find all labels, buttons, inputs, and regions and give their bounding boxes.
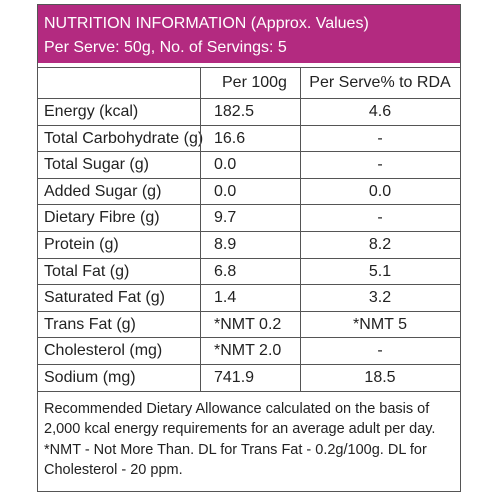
footer-line: 2,000 kcal energy requirements for an av… (44, 421, 436, 438)
row-label: Energy (kcal) (44, 103, 139, 120)
title: NUTRITION INFORMATION (Approx. Values) (44, 15, 369, 32)
nutrition-panel: NUTRITION INFORMATION (Approx. Values) P… (37, 4, 461, 492)
cell-value: 18.5 (364, 369, 396, 386)
column-divider (200, 67, 201, 391)
cell-value: 16.6 (214, 129, 246, 147)
cell-value: *NMT 5 (353, 315, 407, 333)
cell-value: 5.1 (368, 262, 392, 280)
row-label: Total Sugar (g) (44, 156, 149, 174)
table-row: Total Carbohydrate (g) 16.6 - (38, 124, 460, 152)
table-row: Total Fat (g) 6.8 5.1 (38, 257, 460, 285)
cell-value: 8.2 (368, 236, 392, 253)
table-row: Dietary Fibre (g) 9.7 - (38, 204, 460, 231)
row-label: Total Fat (g) (44, 262, 130, 280)
table-row: Total Sugar (g) 0.0 - (38, 151, 460, 178)
cell-value: 0.0 (214, 156, 237, 174)
cell-value: - (377, 156, 383, 174)
cell-value: 3.2 (368, 289, 392, 307)
table-row: Protein (g) 8.9 8.2 (38, 231, 460, 258)
cell-value: - (377, 342, 383, 360)
row-label: Protein (g) (44, 236, 119, 253)
column-header-row: Per 100g Per Serve% to RDA (38, 67, 460, 98)
row-label: Saturated Fat (g) (44, 289, 165, 307)
row-label: Dietary Fibre (g) (44, 209, 160, 227)
cell-value: 8.9 (214, 236, 237, 253)
cell-value: 4.6 (368, 103, 392, 120)
table-bottom-border (38, 390, 460, 392)
header: NUTRITION INFORMATION (Approx. Values) P… (38, 5, 460, 63)
table-row: Added Sugar (g) 0.0 0.0 (38, 177, 460, 205)
row-label: Added Sugar (g) (44, 182, 162, 200)
cell-value: 741.9 (214, 369, 255, 386)
footer: Recommended Dietary Allowance calculated… (44, 399, 435, 481)
cell-value: 182.5 (214, 103, 255, 120)
footer-line: *NMT - Not More Than. DL for Trans Fat -… (44, 441, 427, 458)
table-row: Trans Fat (g) *NMT 0.2 *NMT 5 (38, 310, 460, 338)
row-label: Trans Fat (g) (44, 315, 136, 333)
cell-value: - (377, 209, 383, 227)
cell-value: *NMT 2.0 (214, 342, 282, 360)
table-row: Energy (kcal) 182.5 4.6 (38, 98, 460, 125)
row-label: Sodium (mg) (44, 369, 136, 386)
cell-value: - (377, 129, 383, 147)
cell-value: 1.4 (214, 289, 237, 307)
row-label: Cholesterol (mg) (44, 342, 163, 360)
footer-line: Recommended Dietary Allowance calculated… (44, 400, 430, 417)
subtitle: Per Serve: 50g, No. of Servings: 5 (44, 39, 287, 56)
cell-value: 6.8 (214, 262, 237, 280)
column-header: Per 100g (222, 74, 287, 91)
table-row: Sodium (mg) 741.9 18.5 (38, 364, 460, 391)
footer-line: Cholesterol - 20 ppm. (44, 462, 183, 479)
table-row: Saturated Fat (g) 1.4 3.2 (38, 284, 460, 311)
cell-value: 0.0 (214, 182, 237, 200)
row-label: Total Carbohydrate (g) (44, 129, 204, 147)
cell-value: 0.0 (368, 182, 392, 200)
table-row: Cholesterol (mg) *NMT 2.0 - (38, 337, 460, 364)
column-divider (300, 67, 301, 391)
column-header: Per Serve% to RDA (309, 74, 451, 91)
cell-value: 9.7 (214, 209, 237, 227)
cell-value: *NMT 0.2 (214, 315, 282, 333)
